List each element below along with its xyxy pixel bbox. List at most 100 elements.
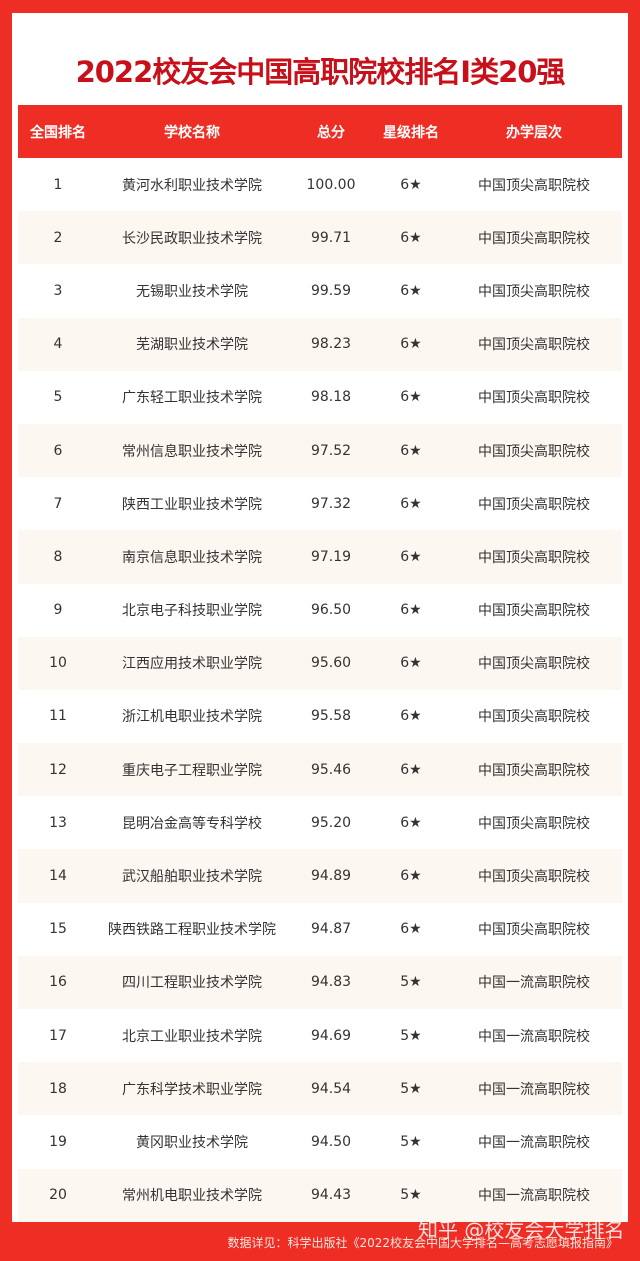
table-row: 11 浙江机电职业技术学院 95.58 6★ 中国顶尖高职院校 (18, 690, 622, 743)
cell-level: 中国一流高职院校 (478, 1081, 590, 1098)
cell-school: 重庆电子工程职业学院 (122, 762, 262, 779)
cell-rank: 14 (49, 868, 67, 885)
cell-rank: 19 (49, 1133, 67, 1150)
cell-score: 99.59 (310, 282, 352, 299)
table-row: 16 四川工程职业技术学院 94.83 5★ 中国一流高职院校 (18, 955, 622, 1009)
cell-stars: 6★ (400, 282, 422, 299)
ranking-table: 全国排名 学校名称 总分 星级排名 办学层次 1 黄河水利职业技术学院 100.00… (18, 105, 622, 1222)
cell-rank: 15 (49, 921, 67, 938)
cell-score: 96.50 (310, 602, 352, 619)
cell-school: 南京信息职业技术学院 (122, 549, 262, 566)
cell-level: 中国顶尖高职院校 (478, 230, 590, 247)
table-row: 9 北京电子科技职业学院 96.50 6★ 中国顶尖高职院校 (18, 584, 622, 637)
cell-school: 广东科学技术职业学院 (122, 1081, 262, 1098)
cell-school: 芜湖职业技术学院 (136, 337, 248, 354)
table-row: 6 常州信息职业技术学院 97.52 6★ 中国顶尖高职院校 (18, 423, 622, 478)
cell-stars: 5★ (400, 1187, 422, 1204)
table-row: 20 常州机电职业技术学院 94.43 5★ 中国一流高职院校 (18, 1168, 622, 1222)
cell-score: 100.00 (306, 176, 356, 193)
cell-school: 黄河水利职业技术学院 (122, 177, 262, 194)
cell-stars: 6★ (400, 602, 422, 619)
cell-stars: 5★ (400, 1080, 422, 1097)
cell-school: 四川工程职业技术学院 (122, 975, 262, 992)
cell-stars: 6★ (400, 548, 422, 565)
cell-level: 中国一流高职院校 (478, 1028, 590, 1045)
cell-score: 94.69 (310, 1027, 352, 1044)
cell-school: 昆明冶金高等专科学校 (122, 815, 262, 832)
cell-score: 95.46 (310, 761, 352, 778)
cell-rank: 13 (49, 814, 67, 831)
cell-stars: 6★ (400, 655, 422, 672)
cell-stars: 6★ (400, 761, 422, 778)
cell-score: 97.32 (310, 495, 352, 512)
cell-stars: 6★ (400, 708, 422, 725)
table-row: 12 重庆电子工程职业学院 95.46 6★ 中国顶尖高职院校 (18, 743, 622, 797)
cell-score: 99.71 (310, 229, 352, 246)
cell-school: 长沙民政职业技术学院 (122, 230, 262, 247)
cell-stars: 6★ (400, 868, 422, 885)
cell-score: 94.89 (310, 868, 352, 885)
table-row: 19 黄冈职业技术学院 94.50 5★ 中国一流高职院校 (18, 1115, 622, 1168)
cell-score: 98.18 (310, 389, 352, 406)
cell-level: 中国顶尖高职院校 (478, 815, 590, 832)
cell-rank: 5 (53, 389, 63, 406)
cell-school: 武汉船舶职业技术学院 (122, 869, 262, 886)
table-row: 1 黄河水利职业技术学院 100.00 6★ 中国顶尖高职院校 (18, 158, 622, 211)
cell-stars: 6★ (400, 229, 422, 246)
cell-rank: 17 (49, 1027, 67, 1044)
table-row: 17 北京工业职业技术学院 94.69 5★ 中国一流高职院校 (18, 1009, 622, 1062)
cell-level: 中国一流高职院校 (478, 975, 590, 992)
cell-rank: 1 (53, 176, 63, 193)
cell-school: 陕西铁路工程职业技术学院 (108, 922, 276, 939)
table-row: 4 芜湖职业技术学院 98.23 6★ 中国顶尖高职院校 (18, 317, 622, 371)
cell-score: 95.20 (310, 814, 352, 831)
cell-level: 中国顶尖高职院校 (478, 549, 590, 566)
cell-level: 中国一流高职院校 (478, 1134, 590, 1151)
cell-level: 中国顶尖高职院校 (478, 656, 590, 673)
cell-stars: 5★ (400, 1133, 422, 1150)
cell-school: 陕西工业职业技术学院 (122, 496, 262, 513)
cell-level: 中国顶尖高职院校 (478, 390, 590, 407)
cell-rank: 18 (49, 1080, 67, 1097)
cell-stars: 6★ (400, 389, 422, 406)
cell-level: 中国顶尖高职院校 (478, 283, 590, 300)
cell-score: 94.87 (310, 921, 352, 938)
table-header: 全国排名 学校名称 总分 星级排名 办学层次 (18, 105, 622, 158)
cell-level: 中国顶尖高职院校 (478, 869, 590, 886)
cell-stars: 6★ (400, 495, 422, 512)
header-level: 办学层次 (506, 124, 562, 141)
cell-rank: 9 (53, 602, 63, 619)
cell-rank: 7 (53, 495, 63, 512)
cell-rank: 8 (53, 548, 63, 565)
cell-rank: 3 (53, 282, 63, 299)
table-row: 8 南京信息职业技术学院 97.19 6★ 中国顶尖高职院校 (18, 530, 622, 584)
table-row: 15 陕西铁路工程职业技术学院 94.87 6★ 中国顶尖高职院校 (18, 903, 622, 956)
cell-score: 95.58 (310, 708, 352, 725)
cell-rank: 11 (49, 708, 67, 725)
cell-rank: 4 (53, 336, 63, 353)
cell-stars: 6★ (400, 921, 422, 938)
cell-rank: 12 (49, 761, 67, 778)
cell-school: 广东轻工职业技术学院 (122, 390, 262, 407)
cell-stars: 5★ (400, 974, 422, 991)
cell-rank: 10 (49, 655, 67, 672)
cell-score: 94.83 (310, 974, 352, 991)
ranking-panel: 2022校友会中国高职院校排名I类20强 全国排名 学校名称 总分 星级排名 办… (12, 13, 628, 1222)
cell-school: 江西应用技术职业学院 (122, 656, 262, 673)
cell-school: 北京电子科技职业学院 (122, 603, 262, 620)
cell-school: 黄冈职业技术学院 (136, 1134, 248, 1151)
cell-stars: 6★ (400, 814, 422, 831)
table-row: 2 长沙民政职业技术学院 99.71 6★ 中国顶尖高职院校 (18, 211, 622, 265)
cell-score: 94.50 (310, 1133, 352, 1150)
source-note: 数据详见：科学出版社《2022校友会中国大学排名—高考志愿填报指南》 (227, 1236, 618, 1250)
cell-level: 中国顶尖高职院校 (478, 762, 590, 779)
cell-rank: 2 (53, 229, 63, 246)
cell-level: 中国顶尖高职院校 (478, 496, 590, 513)
cell-level: 中国顶尖高职院校 (478, 922, 590, 939)
cell-score: 94.43 (310, 1187, 352, 1204)
cell-level: 中国顶尖高职院校 (478, 443, 590, 460)
cell-rank: 16 (49, 974, 67, 991)
cell-school: 常州信息职业技术学院 (122, 443, 262, 460)
cell-school: 北京工业职业技术学院 (122, 1028, 262, 1045)
cell-level: 中国顶尖高职院校 (478, 709, 590, 726)
